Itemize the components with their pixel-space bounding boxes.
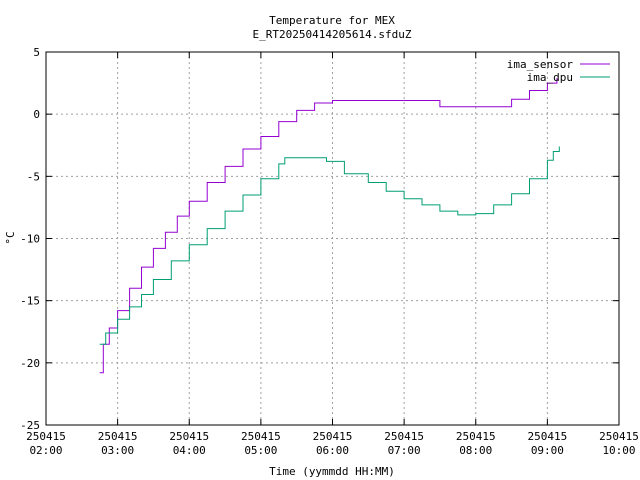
y-tick-label: -20 [20,357,40,370]
x-tick-label-time: 07:00 [388,444,421,457]
x-tick-label-date: 250415 [98,430,138,443]
series-line-ima-sensor [99,78,558,374]
grid-layer [46,52,619,425]
x-tick-label-date: 250415 [456,430,496,443]
x-tick-label-time: 08:00 [459,444,492,457]
y-tick-label: -15 [20,295,40,308]
y-tick-label: -25 [20,419,40,432]
x-tick-label-time: 05:00 [244,444,277,457]
x-tick-label-time: 06:00 [316,444,349,457]
y-tick-label: -5 [27,170,40,183]
y-axis-label: °C [4,231,17,244]
x-tick-label-time: 03:00 [101,444,134,457]
x-tick-label-date: 250415 [599,430,639,443]
x-tick-label-date: 250415 [169,430,209,443]
y-tick-label: 0 [33,108,40,121]
x-tick-label-time: 09:00 [531,444,564,457]
x-tick-label-date: 250415 [384,430,424,443]
x-tick-label-time: 10:00 [602,444,635,457]
y-tick-label: -10 [20,233,40,246]
legend-label: ima_sensor [507,58,574,71]
x-tick-label-time: 04:00 [173,444,206,457]
series-line-ima-dpu [99,146,560,345]
series-layer [99,78,560,374]
legend-label: ima_dpu [527,71,573,84]
chart-title: Temperature for MEX [269,14,395,27]
x-axis-label: Time (yymmdd HH:MM) [269,465,395,478]
y-tick-label: 5 [33,46,40,59]
x-tick-label-date: 250415 [241,430,281,443]
x-tick-label-date: 250415 [528,430,568,443]
x-tick-label-time: 02:00 [29,444,62,457]
x-tick-label-date: 250415 [26,430,66,443]
chart-subtitle: E_RT20250414205614.sfduZ [253,28,412,41]
x-tick-label-date: 250415 [313,430,353,443]
tick-layer: 50-5-10-15-20-2525041502:0025041503:0025… [20,46,639,457]
